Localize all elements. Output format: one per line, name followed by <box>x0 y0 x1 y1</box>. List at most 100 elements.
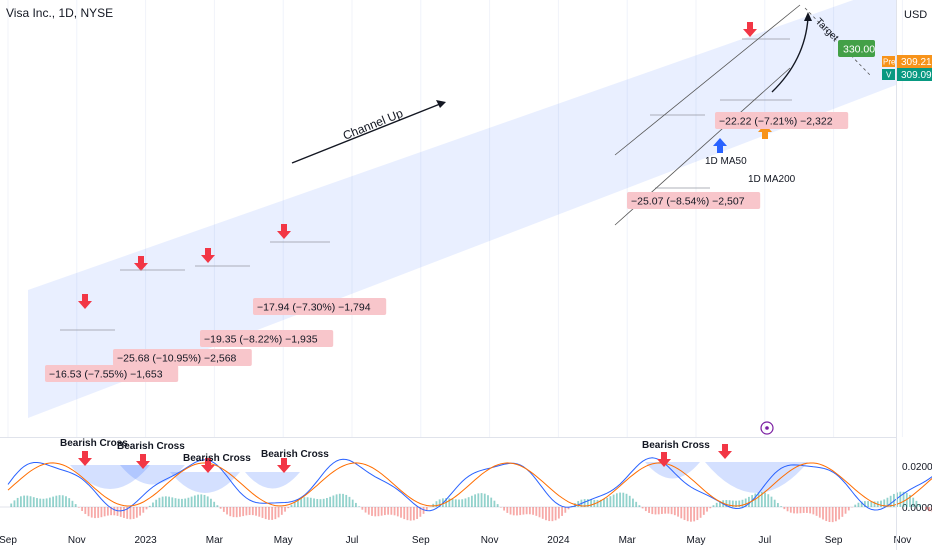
osc-tick: 0.0200 <box>902 462 932 473</box>
histogram-bar <box>412 507 415 521</box>
histogram-bar <box>148 505 151 507</box>
histogram-bar <box>773 499 776 507</box>
histogram-bar <box>551 507 554 522</box>
channel-arrowhead <box>436 100 446 108</box>
histogram-bar <box>61 495 64 507</box>
histogram-bar <box>425 507 428 511</box>
bearish-cross-arrow-icon <box>78 451 92 466</box>
histogram-bar <box>889 495 892 507</box>
histogram-bar <box>873 501 876 507</box>
channel-band <box>28 0 896 418</box>
histogram-bar <box>464 498 467 507</box>
histogram-bar <box>335 494 338 507</box>
histogram-bar <box>52 496 54 507</box>
histogram-bar <box>786 507 789 512</box>
histogram-bar <box>609 496 612 507</box>
histogram-bar <box>561 507 563 516</box>
pullback-label: −25.68 (−10.95%) −2,568 <box>117 353 237 365</box>
histogram-bar <box>103 507 106 517</box>
histogram-bar <box>657 507 660 515</box>
histogram-bar <box>509 507 512 515</box>
histogram-bar <box>638 505 641 507</box>
histogram-bar <box>387 507 390 515</box>
histogram-bar <box>284 507 286 512</box>
histogram-bar <box>229 507 232 517</box>
histogram-bar <box>928 507 931 512</box>
histogram-bar <box>728 500 731 507</box>
histogram-bar <box>367 507 370 515</box>
histogram-bar <box>277 507 280 518</box>
histogram-bar <box>789 507 792 513</box>
histogram-bar <box>197 494 199 507</box>
histogram-bar <box>123 507 125 518</box>
x-tick-label: 2024 <box>547 535 570 546</box>
histogram-bar <box>345 494 348 507</box>
histogram-bar <box>683 507 686 520</box>
histogram-bar <box>525 507 528 515</box>
ma200-label: 1D MA200 <box>748 174 796 185</box>
v-price-bg <box>897 68 932 81</box>
histogram-bar <box>454 499 457 507</box>
histogram-bar <box>625 493 628 507</box>
histogram-bar <box>351 499 354 507</box>
histogram-bar <box>303 497 306 507</box>
histogram-bar <box>664 507 667 514</box>
histogram-bar <box>142 507 145 513</box>
histogram-bar <box>290 504 293 507</box>
histogram-bar <box>181 498 183 507</box>
histogram-bar <box>754 493 757 507</box>
histogram-bar <box>870 501 873 507</box>
histogram-bar <box>603 499 605 507</box>
histogram-bar <box>435 501 438 507</box>
histogram-bar <box>448 498 451 507</box>
bearish-cross-label: Bearish Cross <box>117 441 185 452</box>
histogram-bar <box>883 499 886 507</box>
histogram-bar <box>702 507 705 515</box>
histogram-bar <box>81 507 83 511</box>
histogram-bar <box>483 493 486 507</box>
histogram-bar <box>719 501 721 507</box>
histogram-bar <box>203 494 206 507</box>
histogram-bar <box>48 497 51 507</box>
histogram-bar <box>622 492 625 507</box>
histogram-bar <box>213 501 216 507</box>
histogram-bar <box>635 501 638 507</box>
histogram-bar <box>264 507 267 520</box>
histogram-bar <box>177 498 180 507</box>
histogram-bar <box>171 497 174 507</box>
x-tick-label: May <box>687 535 706 546</box>
histogram-bar <box>110 507 112 516</box>
histogram-bar <box>384 507 386 516</box>
bearish-cross-label: Bearish Cross <box>261 449 329 460</box>
histogram-bar <box>909 494 911 507</box>
histogram-bar <box>612 494 615 507</box>
x-tick-label: Jul <box>758 535 771 546</box>
histogram-bar <box>825 507 828 522</box>
ma200-arrow-icon <box>758 124 772 139</box>
histogram-bar <box>522 507 525 515</box>
histogram-bar <box>58 495 61 507</box>
histogram-bar <box>306 497 309 507</box>
histogram-bar <box>596 500 599 507</box>
histogram-bar <box>619 492 621 507</box>
histogram-bar <box>860 501 863 507</box>
chart-title: Visa Inc., 1D, NYSE <box>6 6 114 20</box>
histogram-bar <box>735 500 737 507</box>
histogram-bar <box>161 496 164 507</box>
pullback-label-bg <box>113 349 252 366</box>
histogram-bar <box>297 499 299 507</box>
histogram-bar <box>651 507 654 515</box>
histogram-bar <box>280 507 283 515</box>
ma50-arrow-icon <box>713 138 727 153</box>
histogram-bar <box>693 507 696 522</box>
histogram-bar <box>371 507 373 516</box>
histogram-bar <box>358 506 361 507</box>
histogram-bar <box>216 505 219 507</box>
histogram-bar <box>326 498 328 507</box>
histogram-bar <box>470 495 473 507</box>
histogram-bar <box>251 507 254 516</box>
bearish-arrow-icon <box>78 294 92 309</box>
histogram-bar <box>300 497 303 507</box>
histogram-bar <box>670 507 673 515</box>
